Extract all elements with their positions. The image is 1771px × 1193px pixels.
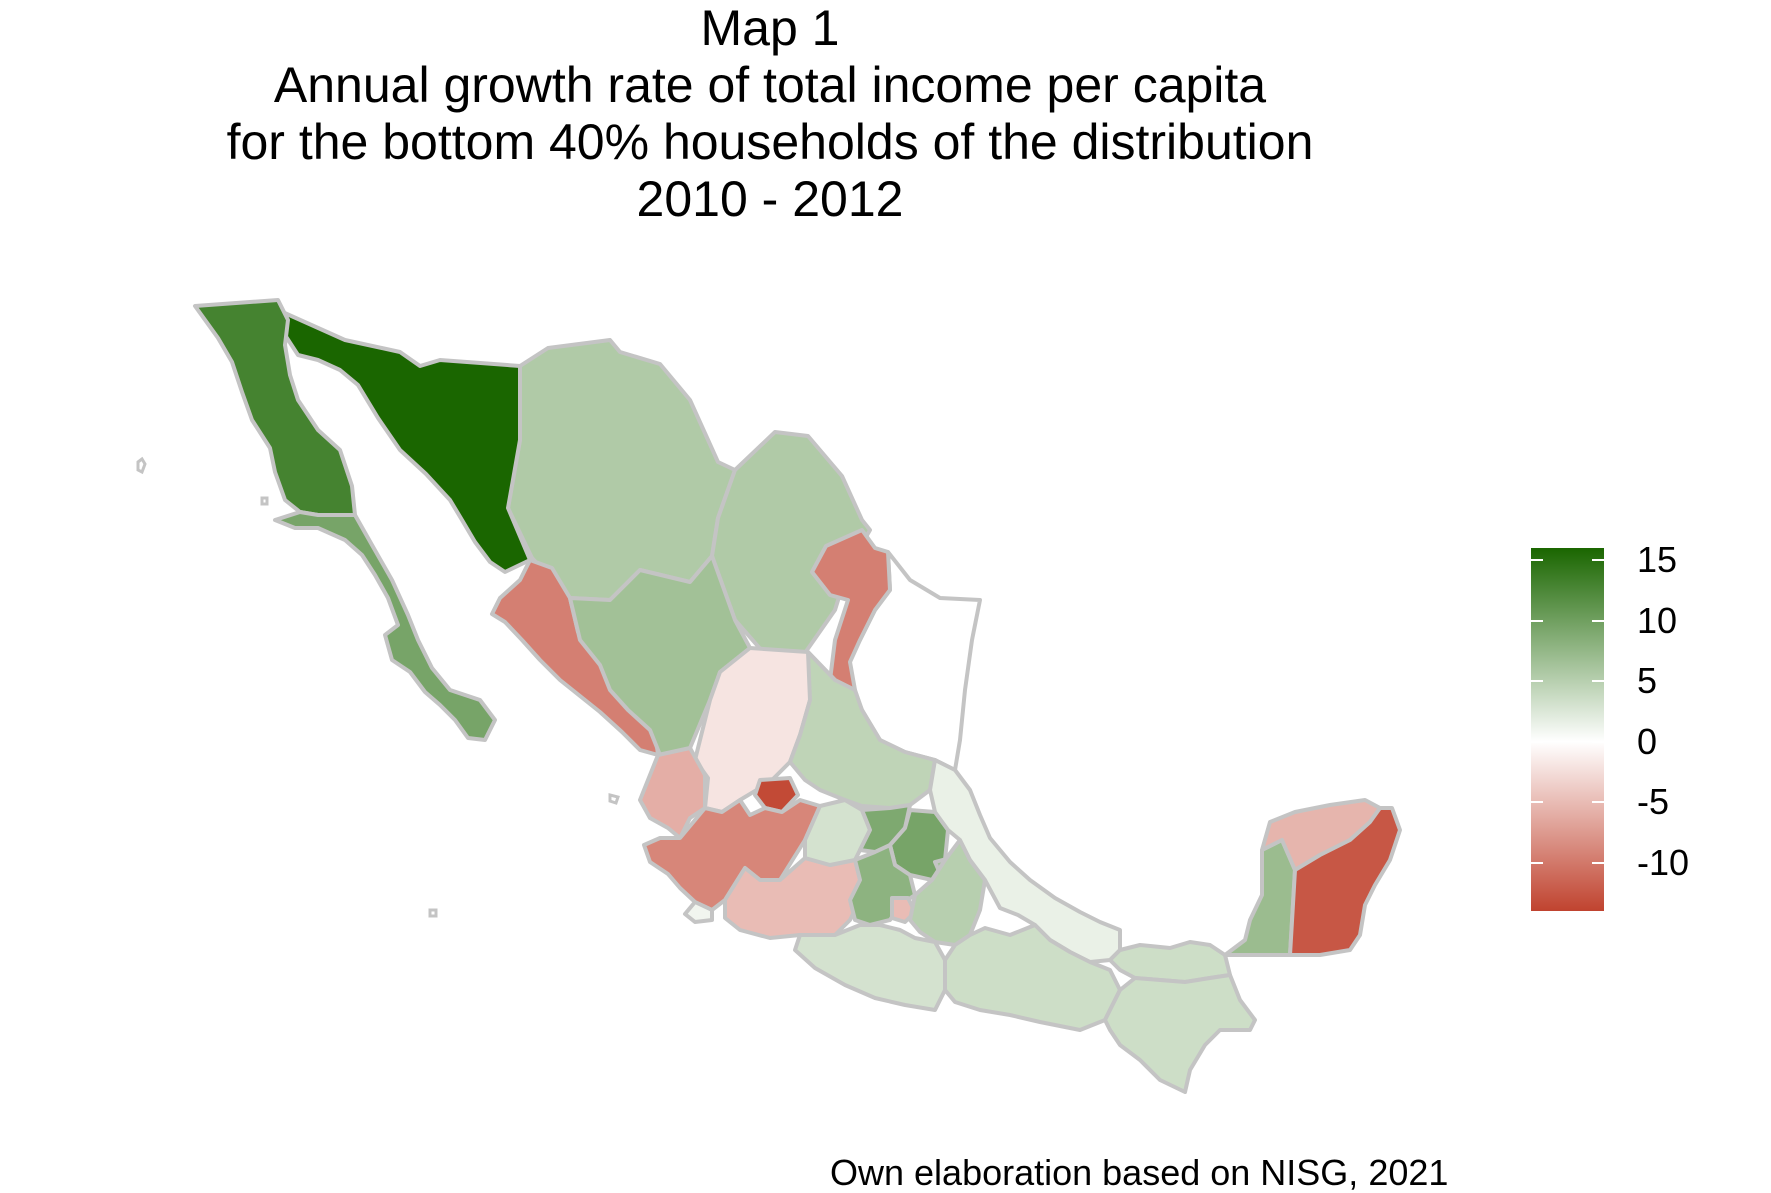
region-veracruz[interactable] <box>928 758 1122 964</box>
legend-tick-mark <box>1592 861 1604 864</box>
legend-tick-mark <box>1531 559 1543 562</box>
legend-tick-mark <box>1592 559 1604 562</box>
legend-tick-mark <box>1592 680 1604 683</box>
region-campeche[interactable] <box>1223 838 1297 957</box>
region-oaxaca[interactable] <box>943 923 1122 1032</box>
island-shape <box>136 456 147 475</box>
legend-tick-mark <box>1531 680 1543 683</box>
map-title: Map 1 Annual growth rate of total income… <box>0 0 1540 228</box>
legend-gradient-rect <box>1531 548 1604 911</box>
title-line-3: for the bottom 40% households of the dis… <box>226 114 1314 170</box>
region-guerrero[interactable] <box>793 923 947 1012</box>
legend-tick-mark <box>1531 801 1543 804</box>
legend-tick-mark <box>1531 619 1543 622</box>
legend-tick-label: -5 <box>1637 781 1670 823</box>
island-shape <box>260 496 269 506</box>
legend-tick-label: 15 <box>1637 539 1678 581</box>
title-line-1: Map 1 <box>700 0 840 56</box>
region-colima[interactable] <box>683 900 714 924</box>
legend-tick-label: 5 <box>1637 660 1658 702</box>
region-chiapas[interactable] <box>1103 973 1257 1094</box>
region-sonora[interactable] <box>276 308 532 574</box>
title-line-4: 2010 - 2012 <box>636 171 904 227</box>
island-shape <box>608 793 620 805</box>
legend-tick-label: -10 <box>1637 841 1690 883</box>
title-line-2: Annual growth rate of total income per c… <box>273 57 1267 113</box>
legend-tick-label: 10 <box>1637 599 1678 641</box>
legend-colorbar <box>1531 548 1604 911</box>
legend-tick-mark <box>1592 619 1604 622</box>
region-baja-california-sur[interactable] <box>273 510 497 742</box>
legend-ticks <box>1531 548 1604 911</box>
legend-tick-mark <box>1592 740 1604 743</box>
region-michoacan[interactable] <box>723 856 872 940</box>
legend-tick-mark <box>1592 801 1604 804</box>
legend-tick-label: 0 <box>1637 720 1658 762</box>
source-caption: Own elaboration based on NISG, 2021 <box>830 1152 1449 1193</box>
region-quintana-roo[interactable] <box>1288 806 1402 957</box>
legend-tick-mark <box>1531 740 1543 743</box>
legend-tick-mark <box>1531 861 1543 864</box>
region-chihuahua[interactable] <box>506 338 737 602</box>
island-shape <box>428 908 438 918</box>
